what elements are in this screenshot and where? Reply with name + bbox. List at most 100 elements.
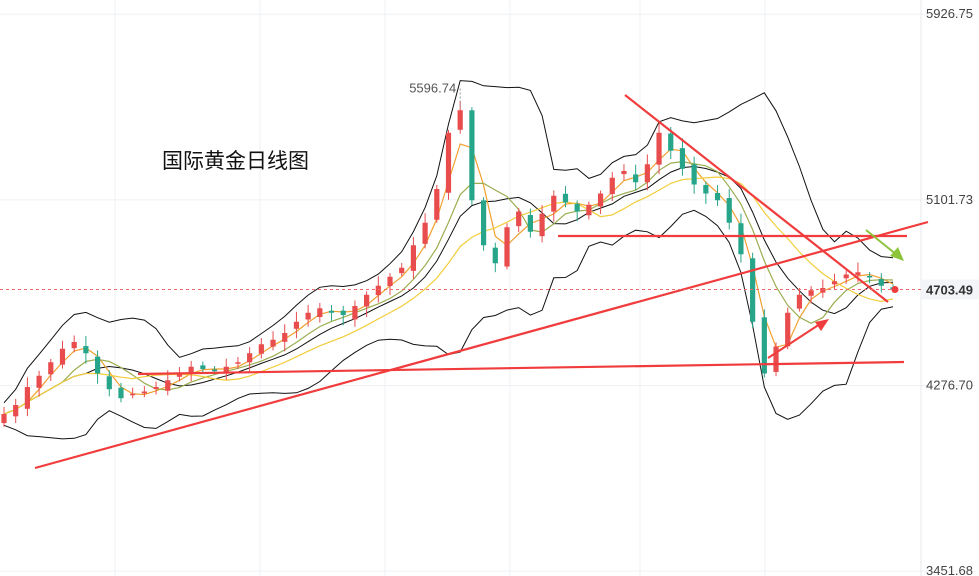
candle-body-13 (153, 387, 159, 390)
candle-body-44 (516, 211, 522, 227)
candle-body-60 (703, 185, 709, 194)
rising-support-line (34, 220, 929, 470)
candle-body-57 (668, 133, 674, 151)
candle-body-20 (235, 362, 241, 364)
candle-body-34 (399, 267, 405, 274)
candle-body-7 (83, 346, 89, 354)
candle-body-3 (36, 375, 42, 388)
candle-body-8 (94, 356, 101, 374)
candle-body-50 (586, 204, 592, 216)
candle-body-39 (457, 110, 463, 130)
candle-body-2 (24, 387, 30, 409)
last-price-dot (891, 285, 899, 293)
candle-body-49 (574, 203, 580, 212)
candle-body-24 (282, 333, 288, 342)
candle-body-54 (633, 174, 639, 183)
candle-body-43 (504, 227, 510, 267)
candle-body-37 (434, 189, 440, 220)
candle-body-61 (714, 193, 721, 201)
peak-label: 5596.74 (409, 80, 456, 95)
candle-body-64 (750, 258, 756, 322)
candle-body-25 (293, 321, 300, 329)
candle-body-55 (644, 164, 650, 183)
trendlines: 5596.74 (0, 80, 929, 470)
candle-body-12 (141, 391, 147, 394)
candle-body-28 (328, 310, 335, 313)
candle-body-56 (656, 132, 662, 165)
candle-body-17 (200, 365, 206, 369)
candle-body-75 (878, 278, 884, 286)
y-tick-label-0: 5926.75 (926, 6, 973, 21)
candle-body-19 (223, 366, 229, 373)
candle-body-59 (691, 164, 697, 185)
candle-body-35 (410, 245, 417, 271)
candle-body-15 (176, 373, 183, 377)
candle-body-40 (469, 110, 475, 201)
candle-body-23 (270, 339, 276, 347)
candle-body-26 (305, 312, 311, 320)
up-arrow-head (815, 319, 829, 331)
y-tick-label-3: 3451.68 (926, 563, 973, 576)
candle-body-70 (820, 288, 826, 293)
candle-body-72 (843, 274, 849, 279)
candle-body-67 (785, 312, 791, 347)
candle-body-11 (130, 393, 136, 396)
bollinger-middle (3, 165, 894, 415)
candle-body-22 (258, 344, 264, 354)
candle-body-45 (527, 215, 533, 232)
candle-body-46 (539, 213, 545, 237)
candle-body-0 (1, 414, 7, 424)
candle-body-53 (621, 171, 627, 175)
candle-body-16 (188, 366, 194, 373)
candle-body-74 (867, 275, 873, 278)
up-arrow-shaft (767, 323, 821, 359)
candle-body-10 (118, 387, 124, 399)
candle-body-62 (726, 197, 732, 223)
bollinger-upper (3, 80, 894, 404)
candle-body-66 (773, 346, 779, 372)
candle-body-36 (422, 222, 428, 244)
candle-body-42 (492, 247, 498, 264)
y-tick-label-1: 5101.73 (926, 192, 973, 207)
candle-body-9 (106, 376, 112, 390)
candle-body-6 (71, 342, 77, 349)
ma-mid-line (3, 160, 894, 415)
candle-body-65 (761, 317, 767, 374)
candle-body-63 (738, 223, 744, 255)
chart-title: 国际黄金日线图 (162, 149, 309, 173)
ma-slow-line (3, 176, 894, 415)
horizontal-support-line (137, 360, 905, 376)
bollinger-lower (3, 209, 894, 440)
last-price-tag (921, 279, 979, 300)
candle-body-4 (48, 362, 54, 375)
candle-body-73 (855, 272, 861, 276)
candle-body-58 (679, 148, 686, 169)
candle-body-21 (247, 353, 253, 363)
candle-body-14 (165, 380, 171, 391)
candle-body-32 (375, 285, 381, 296)
candle-body-51 (597, 193, 604, 207)
candle-body-71 (831, 281, 838, 285)
candle-body-41 (480, 200, 487, 246)
candle-body-31 (364, 294, 370, 307)
price-axis[interactable]: 5926.75 5101.73 4276.70 3451.68 4703.49 (921, 6, 979, 576)
candle-body-48 (562, 193, 569, 203)
candle-body-30 (352, 306, 358, 320)
candle-body-68 (796, 294, 803, 309)
candle-body-33 (387, 276, 393, 287)
candle-body-1 (13, 405, 19, 417)
candle-body-69 (808, 290, 814, 296)
candle-body-27 (317, 308, 323, 318)
candle-body-47 (551, 195, 557, 212)
candle-body-18 (211, 369, 218, 372)
candle-body-29 (340, 310, 346, 315)
forecast-arrow-shaft (865, 229, 898, 256)
forecast-arrow-head (890, 247, 904, 261)
candle-body-52 (609, 177, 615, 195)
candle-body-5 (59, 348, 66, 365)
y-tick-label-2: 4276.70 (926, 377, 973, 392)
last-price-label: 4703.49 (926, 282, 973, 297)
candle-body-38 (445, 132, 452, 193)
